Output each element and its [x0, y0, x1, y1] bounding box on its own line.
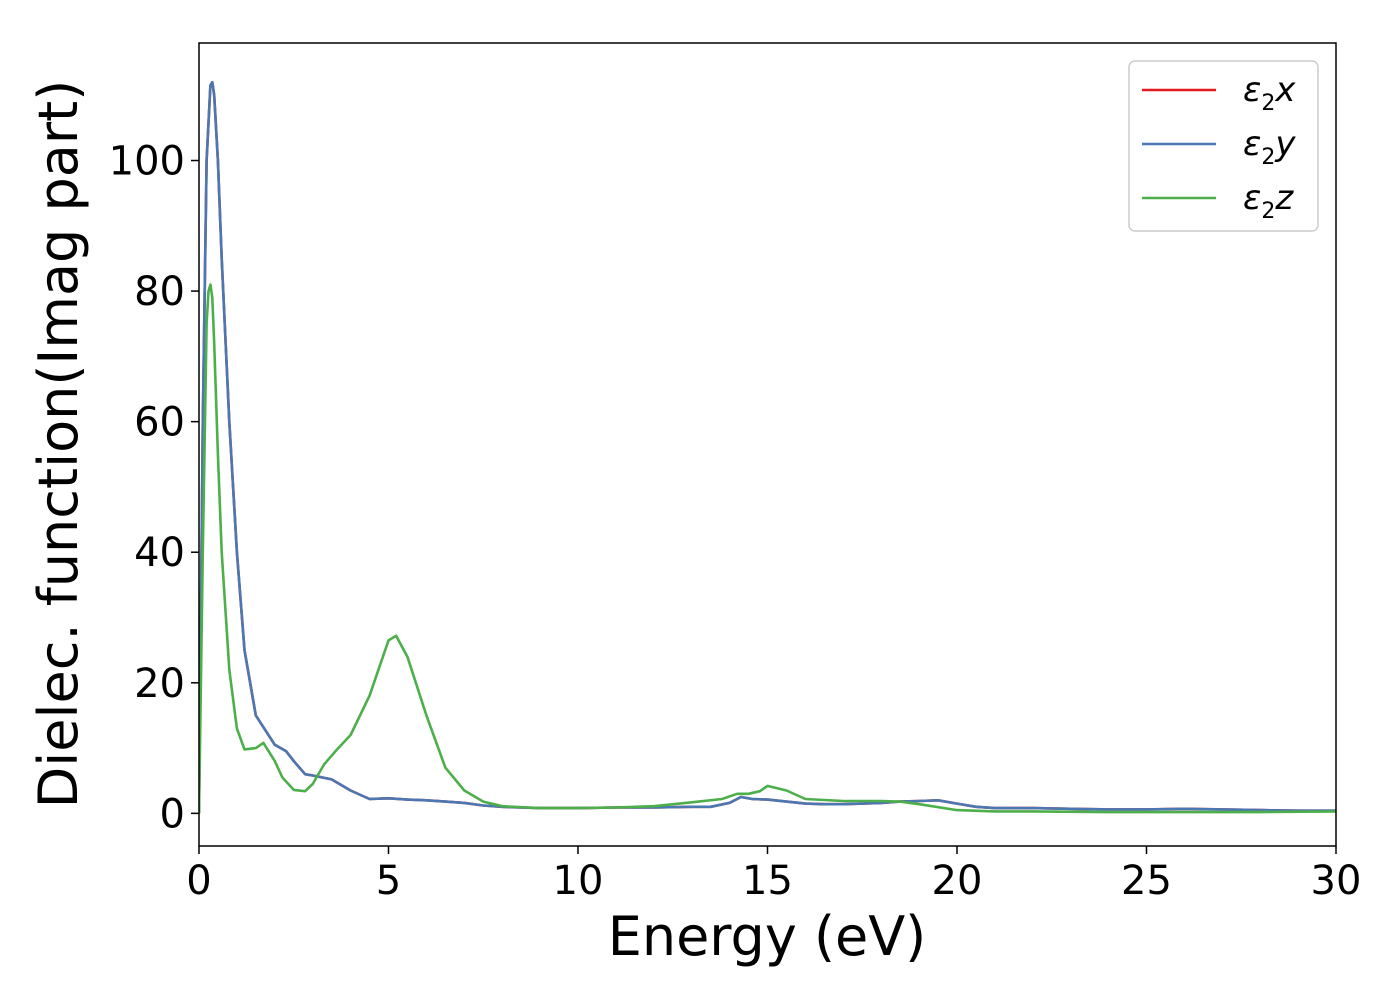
legend-label-x: ε2x — [1243, 70, 1296, 116]
series-line-z — [199, 283, 1336, 814]
plot-area — [199, 80, 1336, 814]
legend: ε2x ε2y ε2z — [1128, 60, 1319, 232]
y-tick-label: 80 — [134, 269, 185, 315]
legend-label-z: ε2z — [1243, 178, 1294, 224]
x-tick-label: 10 — [553, 858, 604, 904]
y-tick-label: 0 — [160, 791, 185, 837]
x-tick-label: 25 — [1121, 858, 1172, 904]
y-tick-label: 100 — [109, 139, 185, 185]
y-axis-label: Dielec. function(Imag part) — [27, 80, 90, 809]
x-axis-label: Energy (eV) — [608, 905, 927, 968]
x-tick-label: 5 — [376, 858, 401, 904]
legend-label-y: ε2y — [1243, 124, 1296, 170]
x-tick-label: 0 — [186, 858, 211, 904]
y-tick-label: 40 — [134, 530, 185, 576]
legend-box — [1128, 60, 1319, 232]
x-axis: 0 5 10 15 20 25 30 — [186, 846, 1361, 904]
y-tick-label: 60 — [134, 400, 185, 446]
y-tick-label: 20 — [134, 661, 185, 707]
x-tick-label: 15 — [742, 858, 793, 904]
x-tick-label: 30 — [1311, 858, 1362, 904]
x-tick-label: 20 — [932, 858, 983, 904]
y-axis: 0 20 40 60 80 100 — [109, 139, 199, 837]
